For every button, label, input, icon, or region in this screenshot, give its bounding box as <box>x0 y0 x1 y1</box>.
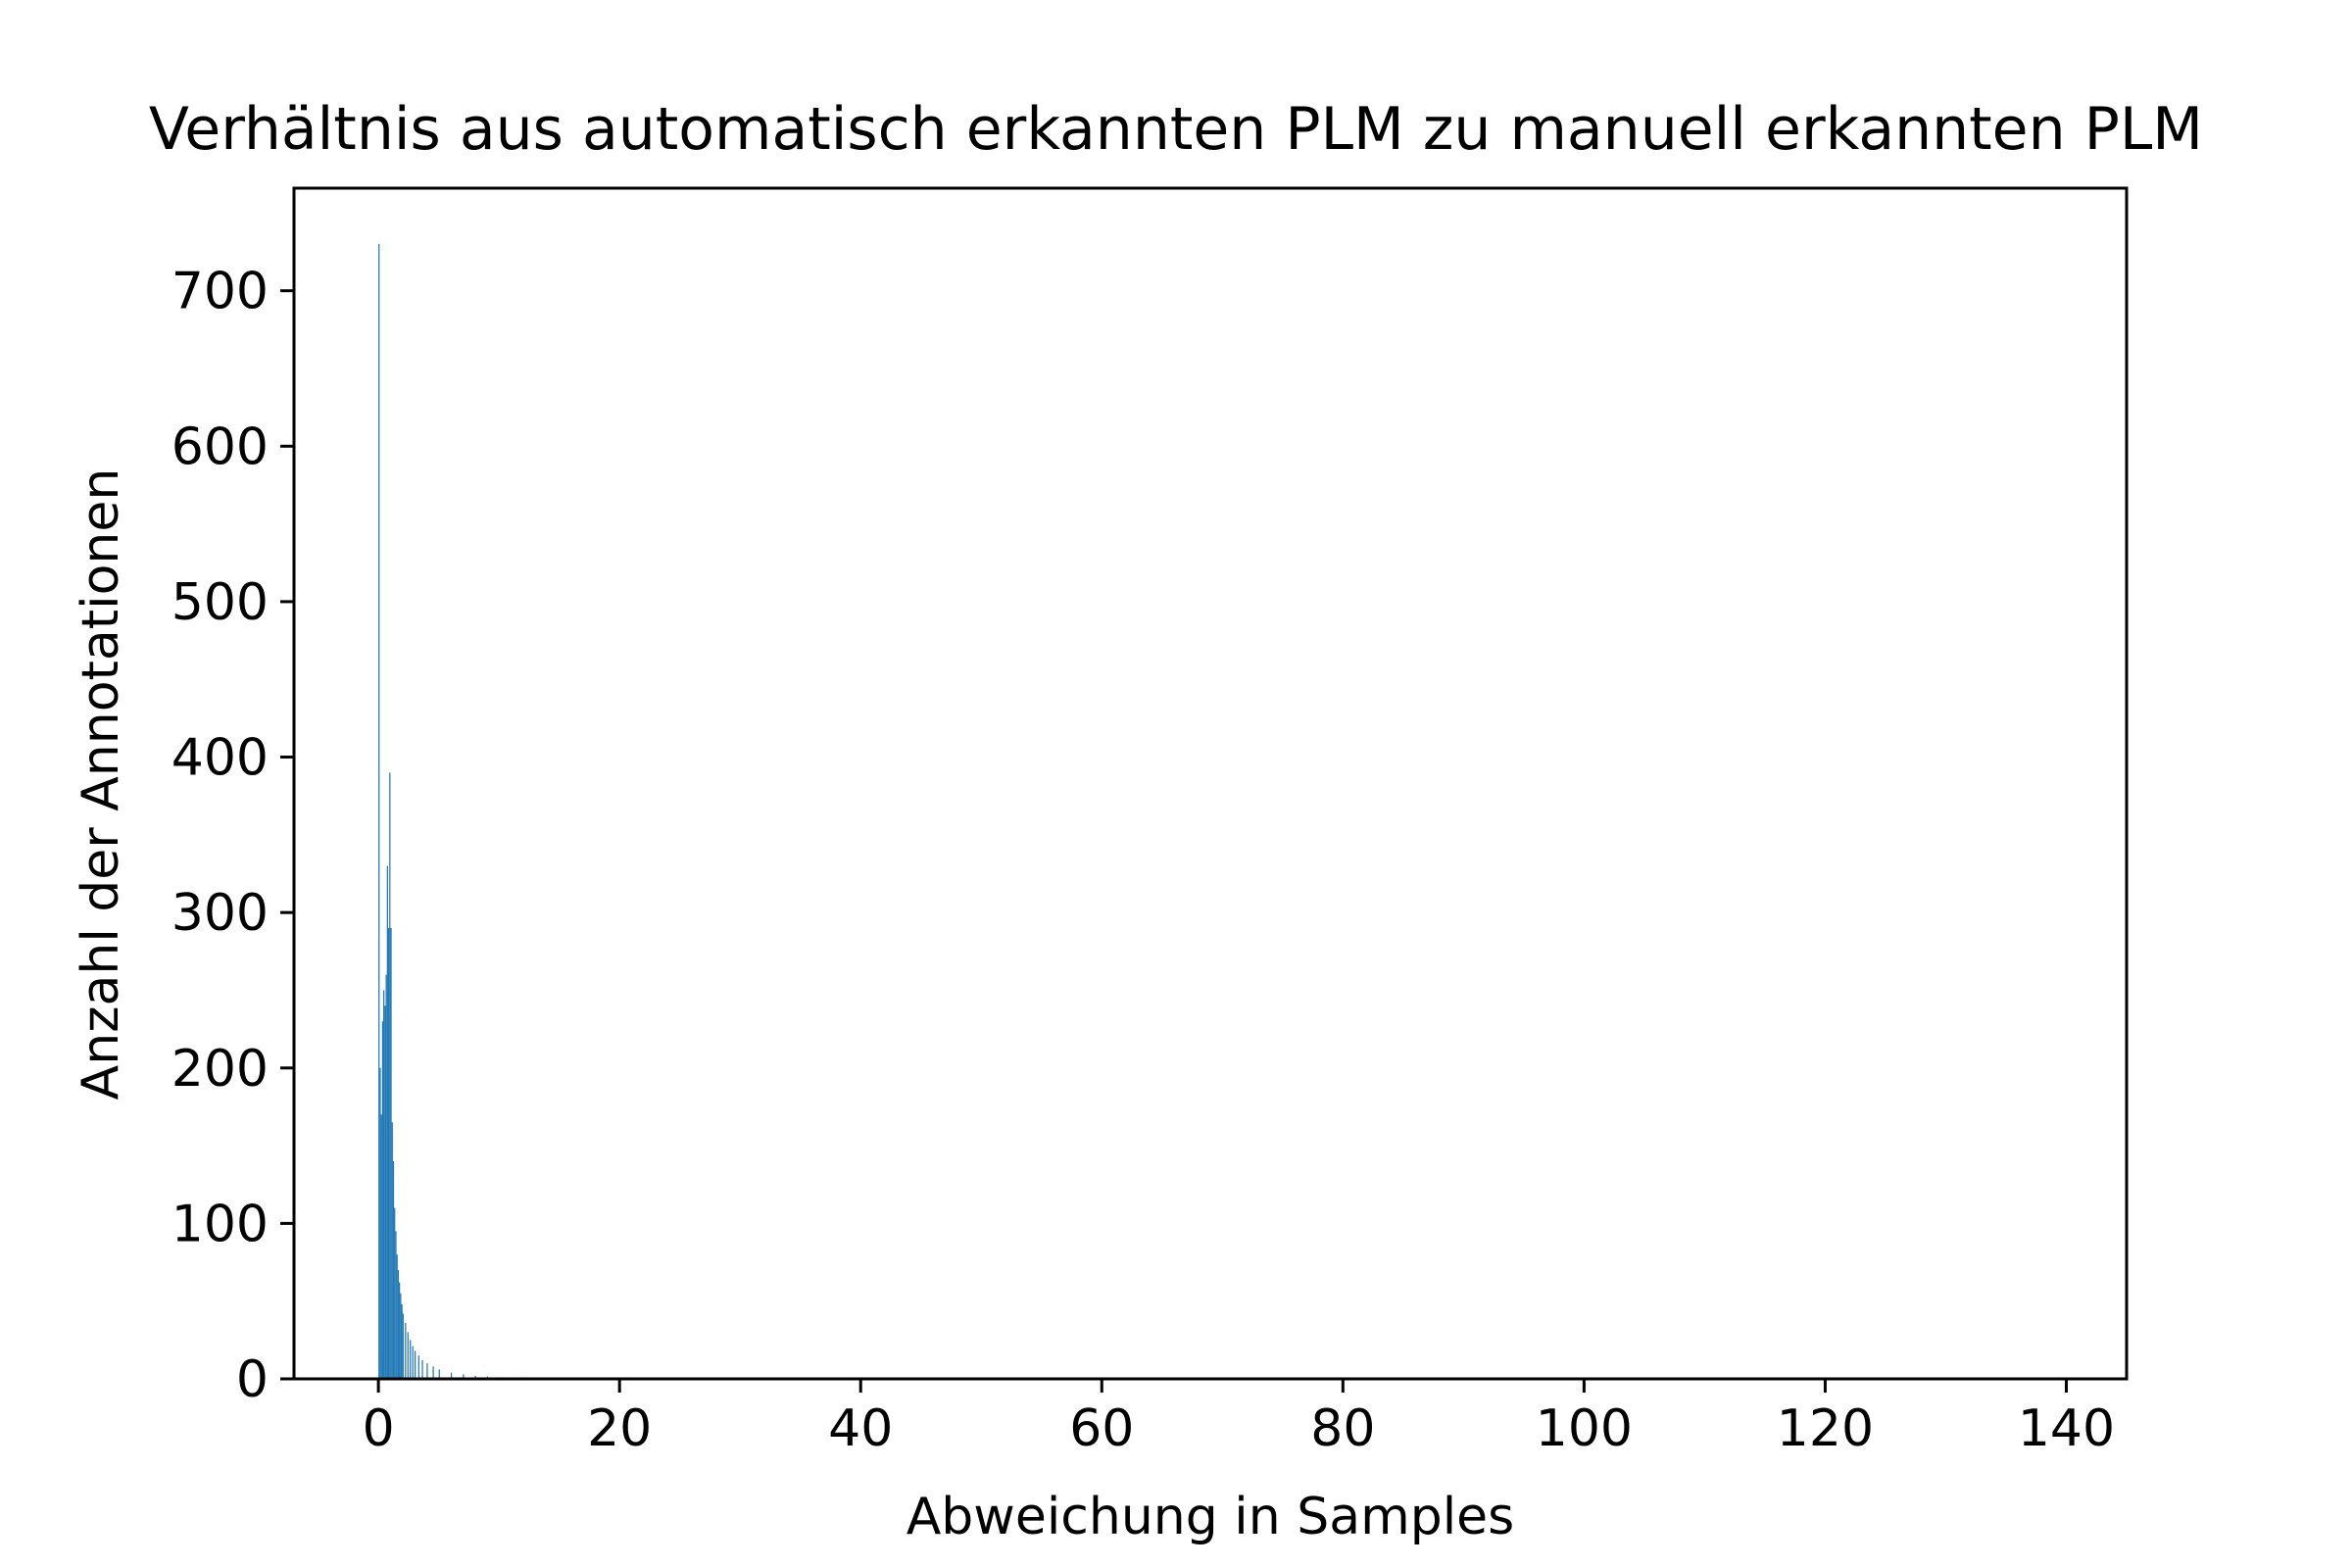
histogram-bar <box>391 1122 393 1379</box>
histogram-bar <box>385 974 387 1379</box>
x-axis-label: Abweichung in Samples <box>906 1488 1515 1546</box>
histogram-bar <box>380 1114 382 1379</box>
histogram-bar <box>389 772 391 1379</box>
y-tick-label: 400 <box>172 729 269 788</box>
y-tick-label: 300 <box>172 884 269 943</box>
x-axis-ticks: 0 20 40 60 80 100 120 140 <box>363 1379 2115 1458</box>
histogram-bar <box>474 1375 476 1379</box>
histogram-bar <box>397 1269 400 1379</box>
histogram-bar <box>384 1005 386 1379</box>
y-axis-ticks: 0 100 200 300 400 500 600 700 <box>172 263 294 1409</box>
histogram-bar <box>410 1340 412 1379</box>
y-tick-label: 0 <box>236 1350 269 1409</box>
x-tick-label: 140 <box>2018 1399 2115 1458</box>
y-axis-label: Anzahl der Annotationen <box>72 468 130 1101</box>
histogram-bar <box>378 244 380 1380</box>
histogram-bar <box>432 1366 434 1379</box>
histogram-bar <box>421 1359 423 1379</box>
x-tick-label: 40 <box>828 1399 893 1458</box>
histogram-bar <box>387 928 390 1379</box>
histogram-bar <box>399 1282 401 1379</box>
histogram-bar <box>417 1355 419 1379</box>
histogram-bar <box>395 1231 397 1379</box>
y-tick-label: 600 <box>172 417 269 476</box>
histogram-bar <box>401 1303 403 1379</box>
histogram-bar <box>390 928 392 1379</box>
y-tick-label: 200 <box>172 1040 269 1099</box>
histogram-bar <box>383 990 385 1379</box>
x-tick-label: 0 <box>363 1399 395 1458</box>
histogram-bar <box>394 1207 396 1379</box>
y-tick-label: 700 <box>172 263 269 321</box>
histogram-bar <box>407 1332 409 1379</box>
y-tick-label: 100 <box>172 1195 269 1253</box>
plot-frame <box>292 186 2129 1381</box>
histogram-bar <box>463 1374 465 1379</box>
histogram-bar <box>405 1322 407 1379</box>
histogram-bar <box>412 1346 414 1379</box>
x-tick-label: 60 <box>1069 1399 1134 1458</box>
histogram-bars <box>378 244 597 1380</box>
histogram-bar <box>438 1369 440 1379</box>
histogram-bar <box>396 1254 398 1379</box>
x-tick-label: 100 <box>1536 1399 1633 1458</box>
y-tick-label: 500 <box>172 573 269 632</box>
histogram-bar <box>450 1372 453 1379</box>
histogram-bar <box>381 1021 384 1379</box>
histogram-bar <box>379 1067 381 1379</box>
histogram-bar <box>400 1293 402 1379</box>
histogram-bar <box>426 1363 428 1379</box>
x-tick-label: 120 <box>1777 1399 1874 1458</box>
x-tick-label: 80 <box>1310 1399 1375 1458</box>
histogram-bar <box>386 865 388 1379</box>
histogram-bar <box>402 1313 404 1379</box>
histogram-bar <box>392 1160 395 1379</box>
x-tick-label: 20 <box>587 1399 652 1458</box>
chart-title: Verhältnis aus automatisch erkannten PLM… <box>149 95 2203 164</box>
histogram-bar <box>415 1350 416 1379</box>
